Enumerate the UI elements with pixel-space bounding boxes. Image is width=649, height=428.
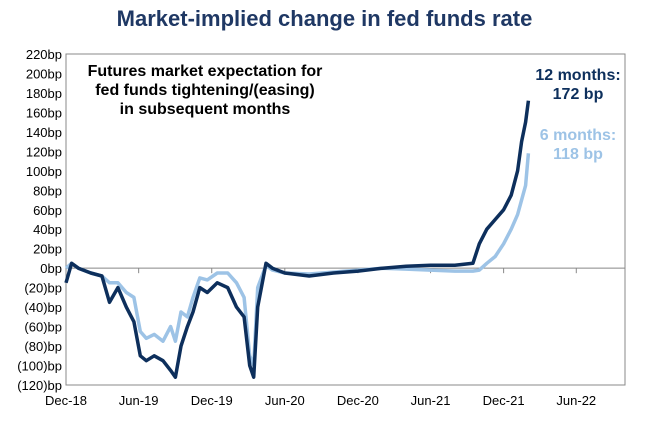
annotation-line: fed funds tightening/(easing) (95, 82, 315, 99)
y-tick-label: (80)bp (24, 339, 62, 354)
y-tick-label: (100)bp (17, 359, 62, 374)
series-line-12-months (64, 100, 531, 379)
chart-title: Market-implied change in fed funds rate (116, 6, 533, 31)
x-tick-label: Jun-20 (265, 393, 305, 408)
x-tick-label: Dec-18 (45, 393, 87, 408)
y-tick-label: 20bp (33, 242, 62, 257)
series-end-label: 172 bp (553, 86, 604, 103)
x-tick-label: Jun-19 (119, 393, 159, 408)
y-tick-label: 40bp (33, 222, 62, 237)
y-tick-label: 220bp (26, 47, 62, 62)
x-tick-label: Jun-22 (556, 393, 596, 408)
y-tick-label: 120bp (26, 144, 62, 159)
annotation-line: Futures market expectation for (88, 63, 323, 80)
y-tick-label: (40)bp (24, 300, 62, 315)
y-tick-label: 200bp (26, 66, 62, 81)
x-tick-label: Dec-21 (483, 393, 525, 408)
x-tick-label: Dec-19 (191, 393, 233, 408)
y-tick-label: 160bp (26, 105, 62, 120)
plot-frame (65, 53, 626, 386)
x-tick-label: Dec-20 (337, 393, 379, 408)
annotation-line: in subsequent months (120, 101, 291, 118)
y-tick-label: (120)bp (17, 378, 62, 393)
y-tick-label: 80bp (33, 183, 62, 198)
y-tick-label: 60bp (33, 203, 62, 218)
series-end-label: 6 months: (540, 127, 616, 144)
y-tick-label: 0bp (40, 261, 62, 276)
x-tick-label: Jun-21 (411, 393, 451, 408)
y-tick-label: (20)bp (24, 281, 62, 296)
series-line-6-months (64, 153, 531, 368)
y-tick-label: 100bp (26, 164, 62, 179)
y-tick-label: (60)bp (24, 320, 62, 335)
series-end-label: 12 months: (535, 67, 620, 84)
y-tick-label: 180bp (26, 86, 62, 101)
series-end-label: 118 bp (553, 146, 603, 163)
y-tick-label: 140bp (26, 125, 62, 140)
